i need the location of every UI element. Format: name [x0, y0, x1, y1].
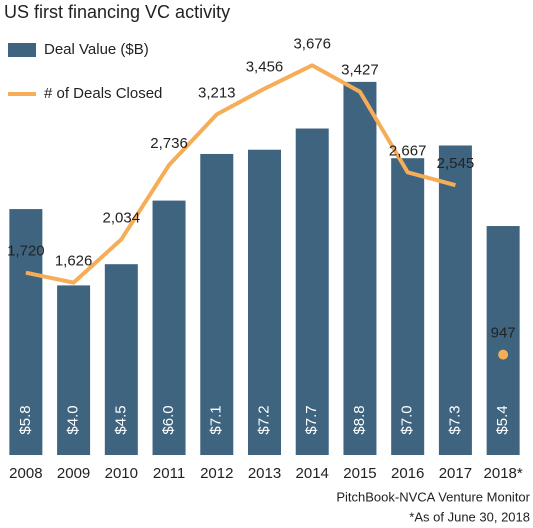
legend-swatch — [8, 43, 36, 57]
line — [25, 63, 456, 285]
line-value-label: 3,456 — [246, 59, 284, 76]
bar — [104, 264, 138, 455]
source: PitchBook-NVCA Venture Monitor — [336, 489, 530, 504]
bar — [486, 226, 520, 455]
bar — [248, 149, 281, 455]
x-tick-label: 2014 — [296, 465, 329, 482]
bar — [343, 81, 377, 455]
line-value-label: 2,667 — [389, 142, 427, 159]
x-tick-label: 2010 — [105, 465, 138, 482]
legend-label: # of Deals Closed — [44, 85, 162, 102]
legend-label: Deal Value ($B) — [44, 41, 149, 58]
x-tick-label: 2013 — [248, 465, 281, 482]
point — [498, 349, 509, 360]
bar-value-label: $4.0 — [65, 405, 82, 434]
bar-value-label: $7.1 — [208, 405, 225, 434]
x-tick-label: 2015 — [343, 465, 376, 482]
bar-value-label: $7.0 — [399, 405, 416, 434]
line-value-label: 1,626 — [55, 253, 93, 270]
bar-value-label: $6.0 — [160, 405, 177, 434]
line-value-label: 3,427 — [341, 62, 379, 79]
bar-value-label: $8.8 — [351, 405, 368, 434]
x-tick-label: 2016 — [391, 465, 424, 482]
bar — [391, 158, 425, 455]
bar-value-label: $7.7 — [303, 405, 320, 434]
line-value-label: 2,736 — [150, 135, 188, 152]
bar — [9, 209, 43, 455]
bar — [295, 128, 329, 455]
x-tick-label: 2017 — [439, 465, 472, 482]
line-value-label: 3,213 — [198, 84, 236, 101]
footnote: *As of June 30, 2018 — [409, 509, 530, 524]
line-value-label: 2,545 — [437, 155, 475, 172]
bar — [57, 285, 91, 455]
x-tick-label: 2018* — [484, 465, 523, 482]
x-tick-label: 2012 — [200, 465, 233, 482]
line-value-label: 947 — [491, 325, 516, 342]
x-tick-label: 2011 — [153, 465, 185, 482]
line-value-label: 2,034 — [103, 209, 141, 226]
bar-value-label: $5.4 — [494, 405, 511, 434]
bar — [438, 145, 472, 456]
bar-value-label: $5.8 — [17, 405, 34, 434]
x-tick-label: 2008 — [9, 465, 42, 482]
x-tick-label: 2009 — [57, 465, 90, 482]
bar-value-label: $7.3 — [446, 405, 463, 434]
bar — [200, 153, 234, 455]
bar — [152, 200, 186, 455]
chart-title: US first financing VC activity — [4, 2, 230, 22]
bar-value-label: $4.5 — [112, 405, 129, 434]
line-value-label: 3,676 — [293, 35, 331, 52]
bar-value-label: $7.2 — [255, 405, 272, 434]
line-value-label: 1,720 — [7, 243, 45, 260]
